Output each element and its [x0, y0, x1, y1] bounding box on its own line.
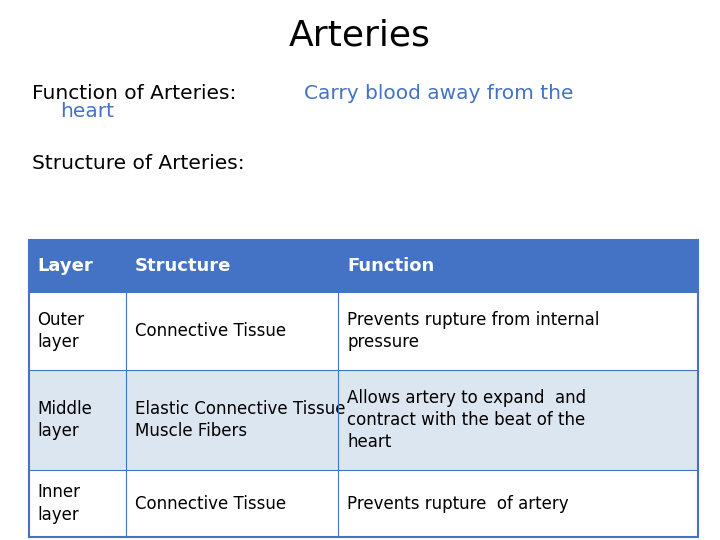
- Text: Structure: Structure: [135, 257, 231, 275]
- Text: Arteries: Arteries: [289, 19, 431, 53]
- Text: Elastic Connective Tissue
Muscle Fibers: Elastic Connective Tissue Muscle Fibers: [135, 400, 345, 440]
- Text: Function: Function: [347, 257, 434, 275]
- Text: heart: heart: [60, 102, 114, 121]
- Text: Prevents rupture  of artery: Prevents rupture of artery: [347, 495, 569, 512]
- Text: Structure of Arteries:: Structure of Arteries:: [32, 154, 245, 173]
- Bar: [29, 240, 698, 537]
- Text: Middle
layer: Middle layer: [37, 400, 92, 440]
- Text: Carry blood away from the: Carry blood away from the: [305, 84, 574, 103]
- Text: Allows artery to expand  and
contract with the beat of the
heart: Allows artery to expand and contract wit…: [347, 389, 586, 451]
- Text: Function of Arteries:: Function of Arteries:: [32, 84, 243, 103]
- Text: Connective Tissue: Connective Tissue: [135, 322, 286, 340]
- Bar: [29, 370, 698, 470]
- Text: Outer
layer: Outer layer: [37, 310, 84, 351]
- Text: Layer: Layer: [37, 257, 93, 275]
- Bar: [29, 292, 698, 370]
- Text: Inner
layer: Inner layer: [37, 483, 81, 524]
- Text: Connective Tissue: Connective Tissue: [135, 495, 286, 512]
- Bar: [29, 240, 698, 292]
- Bar: [29, 470, 698, 537]
- Text: Prevents rupture from internal
pressure: Prevents rupture from internal pressure: [347, 310, 600, 351]
